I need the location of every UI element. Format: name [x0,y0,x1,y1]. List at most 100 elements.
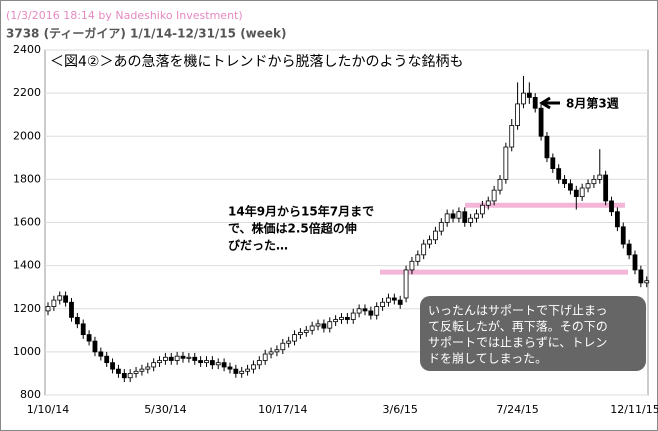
candle-body [339,316,344,320]
x-tick-label: 1/10/14 [27,403,69,416]
y-tick-label: 2200 [13,86,41,99]
candle-body [632,254,638,271]
x-tick-label: 10/17/14 [258,403,307,416]
y-tick-label: 1000 [13,345,41,358]
candle-body [380,301,385,307]
y-tick-label: 1800 [13,172,41,185]
candle-body [409,260,415,271]
candle-body [98,351,104,357]
candle-body [262,353,268,361]
arrow [539,96,560,110]
candle-body [515,103,520,126]
candle-body [497,178,503,191]
candle-body [386,297,391,303]
annotation-box [420,296,646,371]
x-tick-label: 7/24/15 [496,403,538,416]
candle-body [233,368,239,374]
candle-body [298,332,303,336]
candle-body [491,189,497,202]
candle-body [104,355,110,364]
candle-body [397,299,403,305]
candle-body [45,306,51,312]
candle-body [456,211,462,219]
candle-body [239,370,245,374]
candle-body [186,356,192,359]
candle-body [644,280,650,284]
candle-body [251,364,256,370]
annotation: サポートでは止まらずに、トレン [428,336,607,350]
candle-body [315,323,321,327]
candle-body [69,301,74,318]
candle-body [444,213,450,223]
candle-body [403,269,409,299]
candle-body [532,97,538,109]
candle-body [168,356,174,361]
candle-body [620,226,626,245]
candle-body [145,366,151,370]
candle-body [550,157,556,169]
annotation: ドを崩してしまった。 [428,352,547,366]
x-tick-label: 5/30/14 [144,403,186,416]
candle-body [121,373,127,379]
candle-body [127,373,133,379]
candle-body [268,351,274,355]
candle-body [573,189,579,198]
candle-body [427,239,432,245]
candle-body [174,355,180,361]
candle-body [116,368,121,374]
candle-body [198,360,204,364]
candle-body [374,306,380,316]
annotation: いったんはサポートで下げ止まっ [428,304,608,318]
annotation: びだった… [228,238,288,253]
x-tick-label: 12/11/15 [610,403,658,416]
candle-body [356,308,362,314]
candle-body [86,334,92,342]
candle-body [303,329,309,333]
candle-body [415,254,421,262]
candle-body [209,360,215,366]
candle-body [603,174,609,202]
candle-body [421,243,427,256]
annotation: で、株価は2.5倍超の伸 [228,221,357,236]
candle-body [585,183,591,189]
candle-body [544,135,550,159]
annotation: 8月第3週 [566,96,619,111]
chart-title: ＜図4②＞あの急落を機にトレンドから脱落したかのような銘柄も [50,54,463,70]
candle-body [245,368,250,372]
x-tick-label: 3/6/15 [382,403,417,416]
candle-body [556,168,562,180]
candle-body [474,213,479,219]
candle-body [568,183,573,191]
candle-body [479,204,485,215]
candle-body [274,349,280,353]
y-tick-label: 2000 [13,129,41,142]
candle-body [286,340,292,344]
candle-body [609,200,614,213]
candle-body [562,178,567,185]
candle-body [157,360,162,364]
candle-body [344,316,350,320]
candle-body [333,319,339,323]
candle-body [462,211,468,223]
candle-body [74,316,80,325]
candle-body [521,92,526,105]
candle-body [597,174,603,180]
y-tick-label: 2400 [13,43,41,56]
y-tick-label: 1600 [13,216,41,229]
candle-body [92,340,98,353]
candle-body [309,325,315,331]
candle-body [614,211,620,228]
candle-body [192,356,198,361]
subtitle: 3738 (ティーガイア) 1/1/14-12/31/15 (week) [6,26,287,41]
candle-body [51,299,57,307]
candle-body [63,295,69,303]
candle-body [368,310,374,316]
candle-body [204,360,209,364]
candle-body [538,107,544,137]
candle-body [438,222,444,232]
candle-body [139,368,145,372]
candle-body [362,308,368,312]
candle-body [133,370,139,374]
candle-body [638,269,644,284]
